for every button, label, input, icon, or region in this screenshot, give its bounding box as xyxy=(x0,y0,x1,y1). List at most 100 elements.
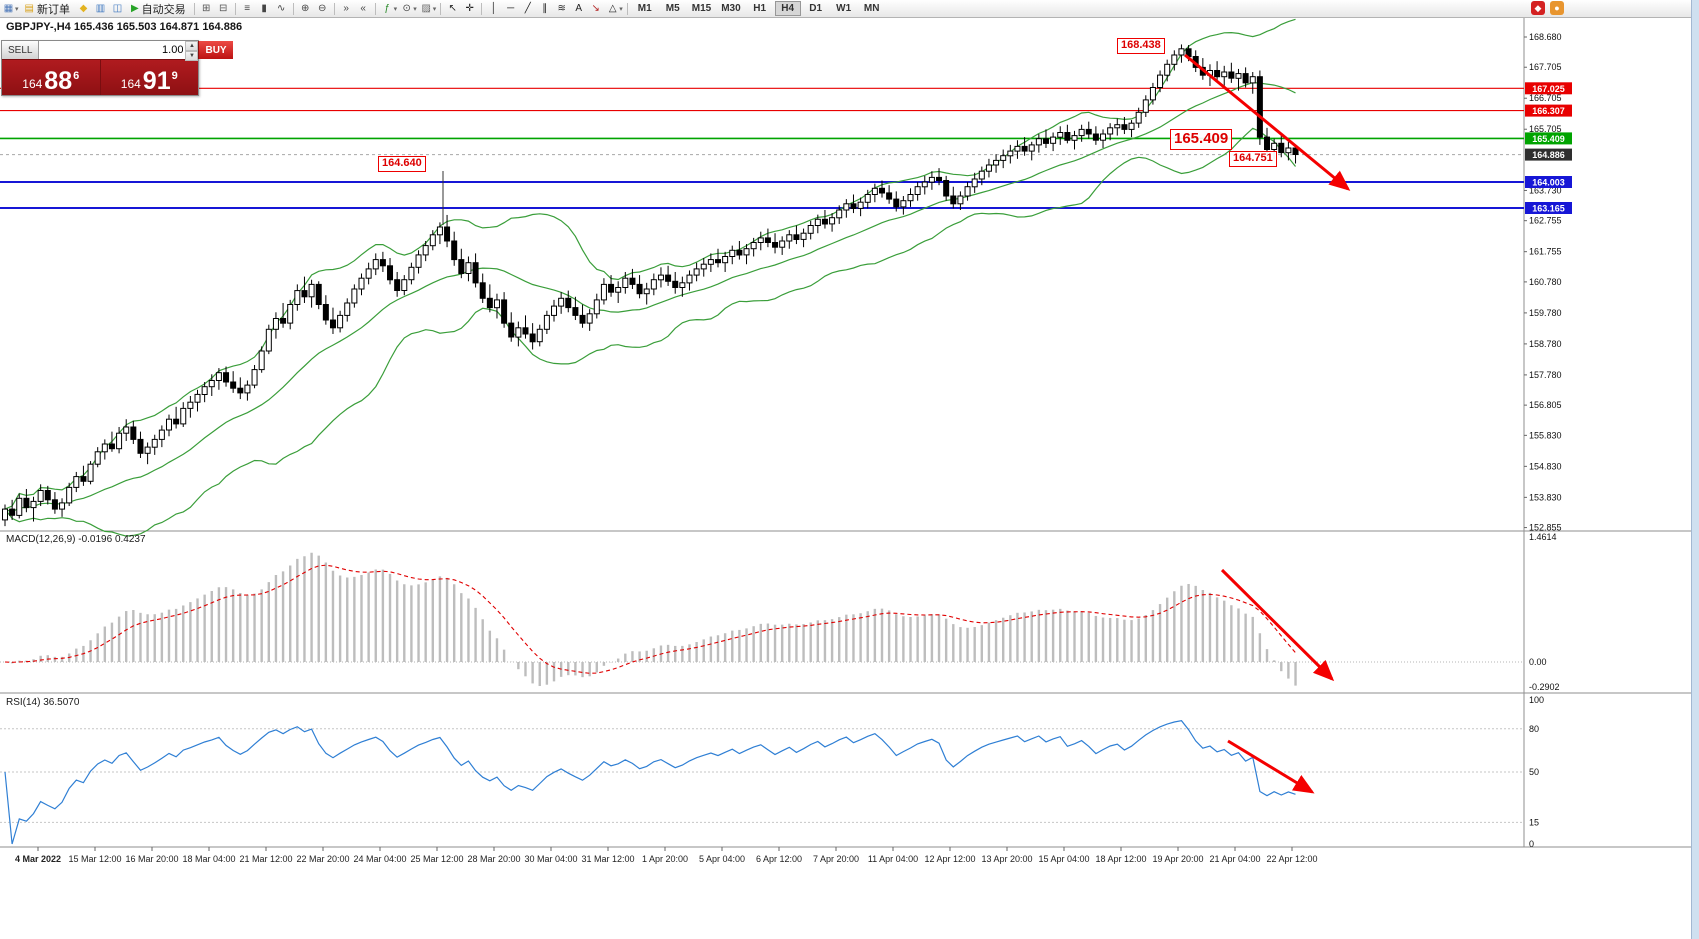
svg-text:13 Apr 20:00: 13 Apr 20:00 xyxy=(981,854,1032,864)
window-edge xyxy=(1691,0,1699,939)
toolbar-separator xyxy=(193,2,195,15)
templates-icon[interactable]: ▨ xyxy=(418,1,435,16)
timeframe-h4[interactable]: H4 xyxy=(774,1,801,16)
periods-icon-dropdown-icon[interactable]: ▾ xyxy=(413,5,417,13)
fibonacci-icon[interactable]: ≋ xyxy=(553,1,570,16)
chart-window[interactable]: 168.680 167.705 166.705 165.705 163.730 162.7… xyxy=(0,17,1699,939)
indicators-icon[interactable]: ƒ xyxy=(379,1,396,16)
templates-icon-dropdown-icon[interactable]: ▾ xyxy=(432,5,437,13)
bid-pips: 88 xyxy=(44,66,73,95)
autotrading-icon: ▶ xyxy=(130,3,139,14)
svg-text:1.4614: 1.4614 xyxy=(1529,532,1557,542)
svg-text:7 Apr 20:00: 7 Apr 20:00 xyxy=(813,854,859,864)
channel-icon[interactable]: ∥ xyxy=(536,1,553,16)
timeframe-mn[interactable]: MN xyxy=(863,3,880,14)
zoom-out-icon-glyph: ⊖ xyxy=(317,3,327,14)
chart-profile-icon[interactable]: ◆ xyxy=(75,1,92,16)
toolbar-separator xyxy=(292,2,294,15)
svg-text:161.755: 161.755 xyxy=(1529,247,1562,257)
horizontal-line-icon[interactable]: ─ xyxy=(502,1,519,16)
crosshair-icon[interactable]: ✛ xyxy=(461,1,478,16)
svg-text:50: 50 xyxy=(1529,767,1539,777)
volume-input[interactable] xyxy=(39,41,186,59)
ask-point: 9 xyxy=(171,70,178,82)
cascade-windows-icon[interactable]: ⊟ xyxy=(215,1,232,16)
bar-chart-icon[interactable]: ≡ xyxy=(239,1,256,16)
indicators-icon-glyph: ƒ xyxy=(384,3,390,14)
timeframe-d1[interactable]: D1 xyxy=(809,3,823,14)
svg-text:18 Apr 12:00: 18 Apr 12:00 xyxy=(1095,854,1146,864)
tile-windows-icon[interactable]: ⊞ xyxy=(198,1,215,16)
annotation-arrows[interactable] xyxy=(442,53,1351,794)
ask-price[interactable]: 164 91 9 xyxy=(99,60,199,95)
timeframe-m30[interactable]: M30 xyxy=(721,3,741,14)
price-chart-canvas[interactable]: 168.680 167.705 166.705 165.705 163.730 162.7… xyxy=(0,17,1699,939)
buy-button[interactable]: BUY xyxy=(198,41,233,59)
price-annotation-164.640[interactable]: 164.640 xyxy=(378,156,426,172)
alert-icon[interactable]: ◆ xyxy=(1531,1,1545,15)
trendline-icon[interactable]: ╱ xyxy=(519,1,536,16)
vertical-line-icon[interactable]: │ xyxy=(485,1,502,16)
periods-icon[interactable]: ⊙ xyxy=(398,1,415,16)
market-watch-icon[interactable]: ▥ xyxy=(92,1,109,16)
chart-window-icon[interactable]: ▦ xyxy=(0,1,17,16)
timeframe-w1[interactable]: W1 xyxy=(836,3,852,14)
svg-text:159.780: 159.780 xyxy=(1529,308,1562,318)
price-annotation-164.751[interactable]: 164.751 xyxy=(1229,151,1277,167)
symbol-ohlc-header: GBPJPY-,H4 165.436 165.503 164.871 164.8… xyxy=(6,21,243,33)
data-window-icon-glyph: ◫ xyxy=(112,3,123,14)
volume-up-icon[interactable]: ▲ xyxy=(185,41,199,51)
data-window-icon[interactable]: ◫ xyxy=(109,1,126,16)
price-annotation-168.438[interactable]: 168.438 xyxy=(1117,38,1165,54)
toolbar-separator xyxy=(234,2,236,15)
svg-text:164.003: 164.003 xyxy=(1532,177,1565,187)
arrows-tool-icon-glyph: ↘ xyxy=(591,3,600,14)
chart-window-icon-glyph: ▦ xyxy=(3,3,14,14)
svg-text:158.780: 158.780 xyxy=(1529,339,1562,349)
indicators-icon-dropdown-icon[interactable]: ▾ xyxy=(393,5,398,13)
shapes-icon[interactable]: △ xyxy=(604,1,621,16)
zoom-out-icon[interactable]: ⊖ xyxy=(314,1,331,16)
candlestick-chart-icon[interactable]: ▮ xyxy=(256,1,273,16)
candlestick-series xyxy=(2,44,1299,527)
periods-icon-glyph: ⊙ xyxy=(402,3,411,14)
sell-button[interactable]: SELL xyxy=(2,41,40,59)
cursor-icon[interactable]: ↖ xyxy=(444,1,461,16)
svg-text:0.00: 0.00 xyxy=(1529,657,1547,667)
text-label-icon[interactable]: A xyxy=(570,1,587,16)
timeframe-m5[interactable]: M5 xyxy=(665,3,680,14)
svg-text:11 Apr 04:00: 11 Apr 04:00 xyxy=(868,854,918,864)
timeframe-m15[interactable]: M15 xyxy=(691,3,712,14)
bid-price[interactable]: 164 88 6 xyxy=(2,60,100,95)
time-axis: 4 Mar 2022 15 Mar 12:00 16 Mar 20:00 18 Mar… xyxy=(15,847,1318,864)
market-watch-icon-glyph: ▥ xyxy=(95,3,106,14)
svg-text:166.307: 166.307 xyxy=(1532,106,1565,116)
arrows-tool-icon[interactable]: ↘ xyxy=(587,1,604,16)
zoom-in-icon[interactable]: ⊕ xyxy=(297,1,314,16)
toolbar-right-icons: ◆ ● xyxy=(1531,1,1564,15)
chart-shift-icon[interactable]: « xyxy=(355,1,372,16)
cascade-windows-icon-glyph: ⊟ xyxy=(218,3,228,14)
timeframe-h1[interactable]: H1 xyxy=(753,3,767,14)
svg-text:28 Mar 20:00: 28 Mar 20:00 xyxy=(467,854,520,864)
shapes-icon-dropdown-icon[interactable]: ▾ xyxy=(619,5,623,13)
chart-window-icon-dropdown-icon[interactable]: ▾ xyxy=(15,5,19,13)
line-chart-icon[interactable]: ∿ xyxy=(273,1,290,16)
timeframe-bar: M1 M5 M15 M30 H1 H4 D1 W1 MN xyxy=(631,1,886,16)
svg-text:15: 15 xyxy=(1529,817,1539,827)
svg-text:30 Mar 04:00: 30 Mar 04:00 xyxy=(524,854,577,864)
timeframe-m1[interactable]: M1 xyxy=(637,3,652,14)
svg-text:157.780: 157.780 xyxy=(1529,370,1562,380)
autotrading-button-label: 自动交易 xyxy=(141,3,186,16)
svg-text:154.830: 154.830 xyxy=(1529,461,1562,471)
new-order-button[interactable]: ▤ 新订单 xyxy=(20,1,75,16)
auto-scroll-icon[interactable]: » xyxy=(338,1,355,16)
mql5-community-icon[interactable]: ● xyxy=(1550,1,1564,15)
zoom-in-icon-glyph: ⊕ xyxy=(300,3,310,14)
autotrading-button[interactable]: ▶ 自动交易 xyxy=(126,1,191,16)
svg-text:4 Mar 2022: 4 Mar 2022 xyxy=(15,854,61,864)
volume-down-icon[interactable]: ▼ xyxy=(185,51,199,61)
new-order-icon: ▤ xyxy=(24,3,34,14)
rsi-pane xyxy=(0,720,1524,845)
price-annotation-165.409[interactable]: 165.409 xyxy=(1170,129,1233,150)
